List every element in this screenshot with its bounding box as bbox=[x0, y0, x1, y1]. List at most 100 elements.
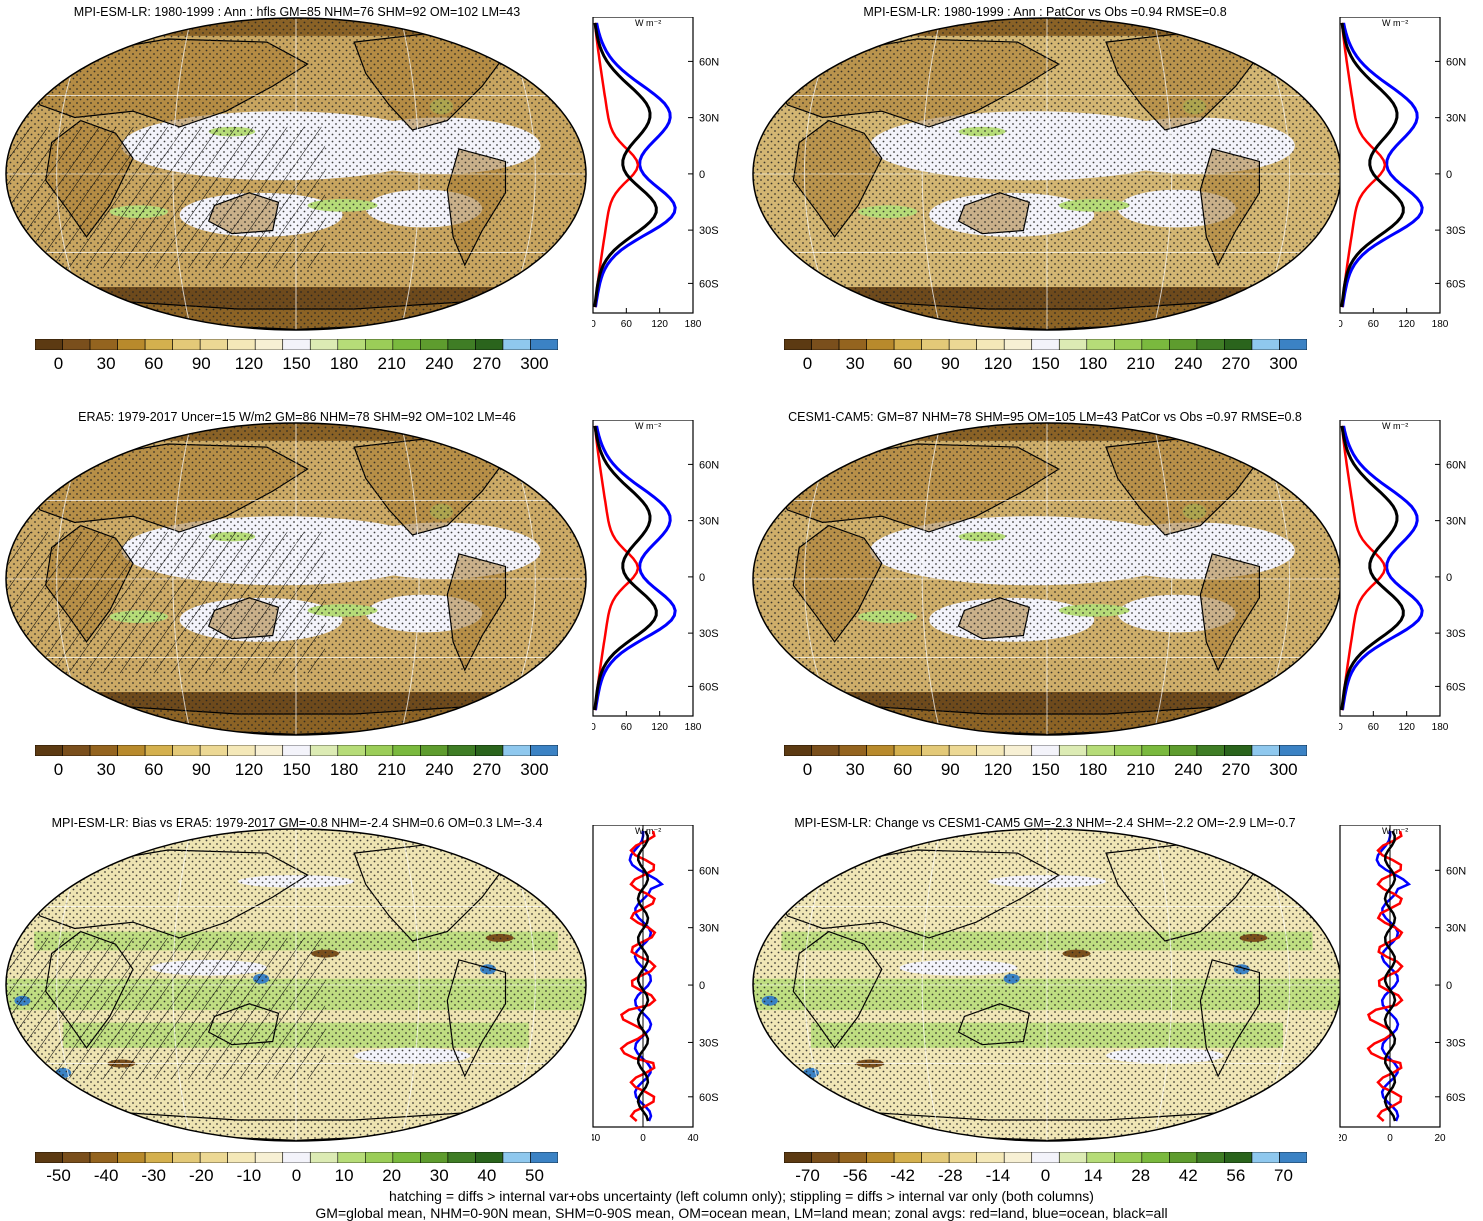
zonal-mean-plot: W m⁻² 60N 30N 0 30S 60S 0 60 120 180 bbox=[1339, 17, 1466, 330]
colorbar-label: 150 bbox=[1031, 760, 1060, 779]
colorbar-swatch bbox=[447, 1152, 476, 1163]
colorbar-swatch bbox=[227, 339, 256, 350]
panel-title: MPI-ESM-LR: Change vs CESM1-CAM5 GM=-2.3… bbox=[794, 816, 1296, 830]
colorbar-swatch bbox=[420, 1152, 449, 1163]
zonal-xtick-label: -20 bbox=[1339, 1133, 1348, 1144]
colorbar-swatch bbox=[1003, 745, 1033, 756]
zonal-unit-label: W m⁻² bbox=[1382, 421, 1408, 431]
zonal-ytick-label: 30N bbox=[699, 516, 719, 528]
colorbar-label: 42 bbox=[1178, 1166, 1198, 1185]
zonal-curve bbox=[593, 22, 640, 308]
colorbar bbox=[35, 1152, 558, 1163]
colorbar bbox=[35, 339, 558, 350]
colorbar-label: 210 bbox=[377, 760, 406, 779]
colorbar-label: 56 bbox=[1226, 1166, 1246, 1185]
zonal-ytick-label: 30S bbox=[1446, 225, 1466, 237]
colorbar-swatch bbox=[447, 745, 476, 756]
colorbar-swatch bbox=[309, 339, 339, 350]
colorbar-swatch bbox=[784, 339, 812, 350]
colorbar-label: 240 bbox=[425, 760, 454, 779]
zonal-curve bbox=[593, 22, 658, 308]
colorbar bbox=[35, 745, 558, 756]
colorbar-swatch bbox=[1196, 1152, 1225, 1163]
colorbar-swatch bbox=[309, 1152, 339, 1163]
colorbar-label: 240 bbox=[1174, 760, 1203, 779]
zonal-ytick-label: 60N bbox=[1446, 459, 1466, 471]
colorbar-swatch bbox=[35, 1152, 63, 1163]
colorbar-swatch bbox=[921, 745, 950, 756]
zonal-ytick-label: 30N bbox=[699, 113, 719, 125]
zonal-curve bbox=[636, 830, 650, 1122]
colorbar bbox=[784, 339, 1307, 350]
colorbar-swatch bbox=[838, 339, 867, 350]
zonal-ytick-label: 30N bbox=[699, 923, 719, 935]
colorbar-swatch bbox=[1086, 339, 1115, 350]
colorbar-label: 90 bbox=[191, 760, 211, 779]
colorbar-label: 270 bbox=[1221, 354, 1251, 373]
zonal-ytick-label: 60N bbox=[699, 56, 719, 68]
colorbar-swatch bbox=[784, 1152, 812, 1163]
zonal-ytick-label: 60S bbox=[1446, 278, 1466, 290]
zonal-xtick-label: 180 bbox=[1432, 319, 1449, 330]
colorbar-swatch bbox=[392, 339, 421, 350]
panel-title: ERA5: 1979-2017 Uncer=15 W/m2 GM=86 NHM=… bbox=[78, 410, 516, 424]
colorbar-label: -42 bbox=[890, 1166, 916, 1185]
colorbar-swatch bbox=[1141, 745, 1170, 756]
zonal-ytick-label: 60N bbox=[699, 459, 719, 471]
colorbar-swatch bbox=[172, 1152, 201, 1163]
colorbar-swatch bbox=[1058, 745, 1088, 756]
colorbar-swatch bbox=[337, 1152, 366, 1163]
zonal-curve bbox=[1366, 830, 1404, 1122]
colorbar-swatch bbox=[1224, 1152, 1253, 1163]
colorbar-label: 180 bbox=[1078, 354, 1108, 373]
colorbar-swatch bbox=[144, 339, 173, 350]
zonal-mean-plot: W m⁻² 60N 30N 0 30S 60S 0 60 120 180 bbox=[1339, 420, 1466, 733]
map-panel bbox=[5, 828, 587, 1142]
colorbar-label: 270 bbox=[1221, 760, 1251, 779]
zonal-ytick-label: 60S bbox=[699, 681, 719, 693]
colorbar-label: 180 bbox=[329, 354, 359, 373]
colorbar-swatch bbox=[254, 1152, 284, 1163]
zonal-ytick-label: 30S bbox=[699, 225, 719, 237]
colorbar-label: -40 bbox=[93, 1166, 119, 1185]
colorbar-label: -30 bbox=[141, 1166, 167, 1185]
colorbar-label: 60 bbox=[144, 354, 164, 373]
zonal-xtick-label: 60 bbox=[621, 319, 633, 330]
colorbar-swatch bbox=[392, 745, 421, 756]
colorbar-swatch bbox=[254, 745, 284, 756]
zonal-xtick-label: 0 bbox=[1387, 1133, 1393, 1144]
colorbar-swatch bbox=[976, 745, 1005, 756]
colorbar-label: -56 bbox=[842, 1166, 868, 1185]
colorbar-swatch bbox=[502, 745, 531, 756]
zonal-xtick-label: 40 bbox=[687, 1133, 699, 1144]
colorbar-label: 120 bbox=[983, 354, 1013, 373]
zonal-ytick-label: 0 bbox=[699, 169, 705, 181]
colorbar-swatch bbox=[392, 1152, 421, 1163]
colorbar-swatch bbox=[921, 339, 950, 350]
zonal-ytick-label: 0 bbox=[699, 980, 705, 992]
zonal-unit-label: W m⁻² bbox=[635, 826, 661, 836]
zonal-mean-plot: W m⁻² 60N 30N 0 30S 60S 0 60 120 180 bbox=[592, 420, 719, 733]
colorbar-swatch bbox=[838, 745, 867, 756]
colorbar-swatch bbox=[811, 745, 840, 756]
colorbar-label: -28 bbox=[938, 1166, 963, 1185]
colorbar-swatch bbox=[282, 1152, 311, 1163]
colorbar-swatch bbox=[475, 1152, 504, 1163]
colorbar-swatch bbox=[921, 1152, 950, 1163]
zonal-curve bbox=[1340, 22, 1387, 308]
colorbar-swatch bbox=[1224, 745, 1253, 756]
zonal-xtick-label: 180 bbox=[685, 722, 702, 733]
zonal-ytick-label: 30N bbox=[1446, 516, 1466, 528]
zonal-unit-label: W m⁻² bbox=[1382, 826, 1408, 836]
zonal-curve bbox=[1341, 22, 1424, 308]
colorbar-swatch bbox=[62, 745, 91, 756]
zonal-xtick-label: 0 bbox=[592, 319, 596, 330]
zonal-ytick-label: 60N bbox=[1446, 56, 1466, 68]
colorbar-swatch bbox=[1279, 339, 1307, 350]
colorbar-swatch bbox=[89, 745, 118, 756]
colorbar-swatch bbox=[199, 1152, 228, 1163]
colorbar-swatch bbox=[365, 1152, 394, 1163]
colorbar-label: 0 bbox=[291, 1166, 302, 1185]
zonal-curve bbox=[1340, 425, 1405, 711]
colorbar-swatch bbox=[1169, 1152, 1198, 1163]
